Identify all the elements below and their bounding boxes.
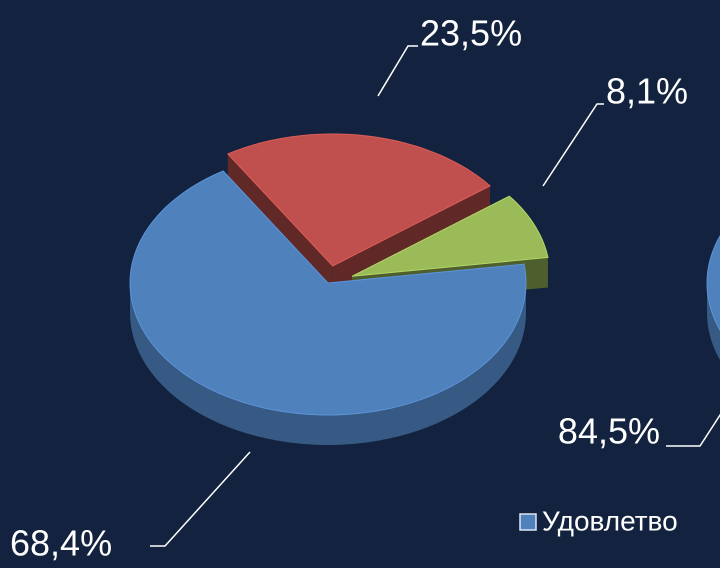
slice-top	[226, 133, 491, 267]
slice-top	[706, 234, 720, 332]
slice-side	[707, 283, 720, 360]
legend-label: Удовлетво	[542, 505, 678, 536]
data-label: 68,4%	[10, 523, 112, 564]
legend-swatch	[519, 513, 537, 531]
data-label: 23,5%	[420, 13, 522, 54]
slice-top	[351, 195, 549, 277]
pie-slice	[706, 234, 720, 360]
pie-slice	[129, 170, 527, 445]
leader-line	[542, 103, 604, 187]
data-label: 84,5%	[558, 411, 660, 452]
leader-line	[666, 413, 720, 447]
slice-top	[129, 170, 527, 416]
leader-line	[377, 45, 418, 97]
data-label: 8,1%	[606, 71, 688, 112]
leader-line	[150, 451, 251, 547]
slice-side	[130, 283, 526, 445]
